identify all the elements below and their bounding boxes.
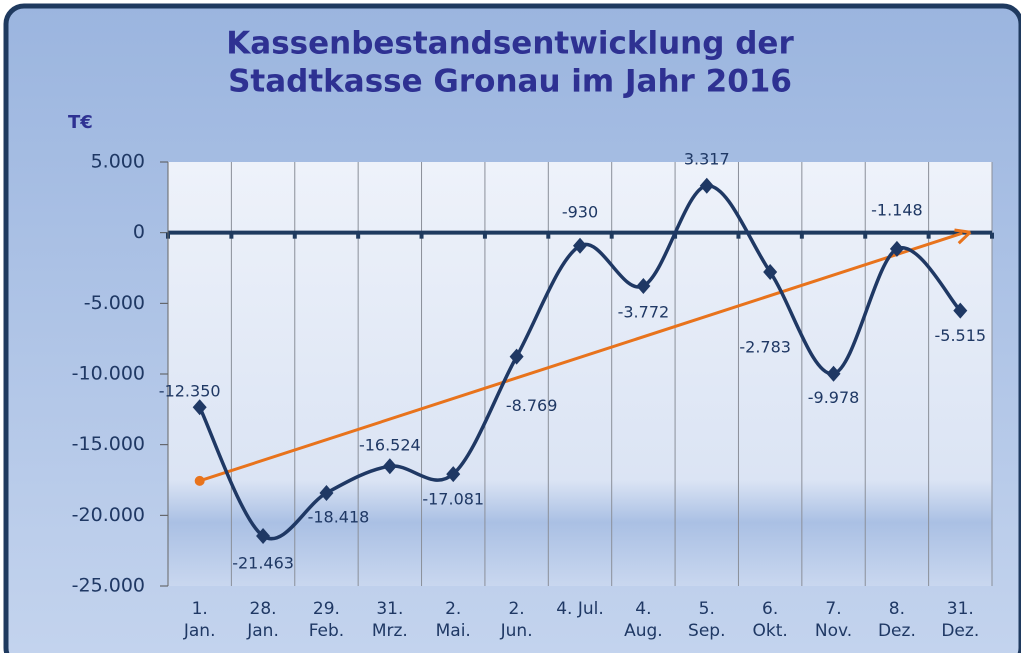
trend-arrow [954, 228, 972, 245]
y-tick-label: -5.000 [84, 292, 145, 314]
x-tick-label: 2. Jun. [500, 599, 533, 641]
marker [509, 348, 524, 365]
data-label: -9.978 [808, 388, 860, 407]
marker [763, 263, 778, 280]
marker [953, 302, 968, 319]
y-tick-label: 0 [133, 221, 145, 243]
data-label: -2.783 [739, 337, 791, 356]
data-label: 3.317 [684, 149, 730, 168]
data-label: -18.418 [308, 507, 370, 526]
y-tick-label: -15.000 [72, 433, 145, 455]
x-tick-label: 8. Dez. [877, 599, 916, 641]
plot-area [168, 162, 992, 586]
data-label: -930 [562, 202, 598, 221]
x-tick-label: 4. Aug. [624, 599, 663, 641]
trend-start [194, 475, 205, 486]
data-label: -1.148 [871, 200, 923, 219]
data-label: -8.769 [506, 396, 558, 415]
marker [889, 240, 904, 257]
marker [826, 365, 841, 382]
marker [699, 177, 714, 194]
marker [382, 458, 397, 475]
x-tick-label: 7. Nov. [814, 599, 853, 641]
y-tick-label: -10.000 [72, 363, 145, 385]
x-tick-label: 31. Mrz. [371, 599, 408, 641]
x-tick-label: 5. Sep. [688, 599, 726, 641]
y-tick-label: 5.000 [91, 151, 145, 173]
x-tick-label: 4. Jul. [556, 599, 604, 619]
chart-title: Kassenbestandsentwicklung der [226, 26, 794, 62]
data-label: -16.524 [359, 436, 421, 455]
y-tick-label: -20.000 [72, 504, 145, 526]
y-axis-label: T€ [68, 112, 93, 133]
chart-title: Stadtkasse Gronau im Jahr 2016 [228, 64, 792, 100]
data-label: -3.772 [618, 302, 670, 321]
marker [256, 528, 271, 545]
data-label: -12.350 [159, 382, 221, 401]
marker [192, 399, 207, 416]
marker [636, 277, 651, 294]
data-label: -17.081 [422, 490, 484, 509]
x-tick-label: 28. Jan. [247, 599, 279, 641]
marker [319, 484, 334, 501]
marker [446, 466, 461, 483]
data-label: -5.515 [935, 326, 987, 345]
x-tick-label: 2. Mai. [435, 599, 471, 641]
x-tick-label: 31. Dez. [941, 599, 980, 641]
y-tick-label: -25.000 [72, 575, 145, 597]
x-tick-label: 29. Feb. [308, 599, 345, 641]
data-label: -21.463 [232, 554, 294, 573]
x-tick-label: 6. Okt. [752, 599, 788, 641]
x-tick-label: 1. Jan. [183, 599, 216, 641]
marker [573, 237, 587, 254]
trendline [199, 231, 963, 483]
